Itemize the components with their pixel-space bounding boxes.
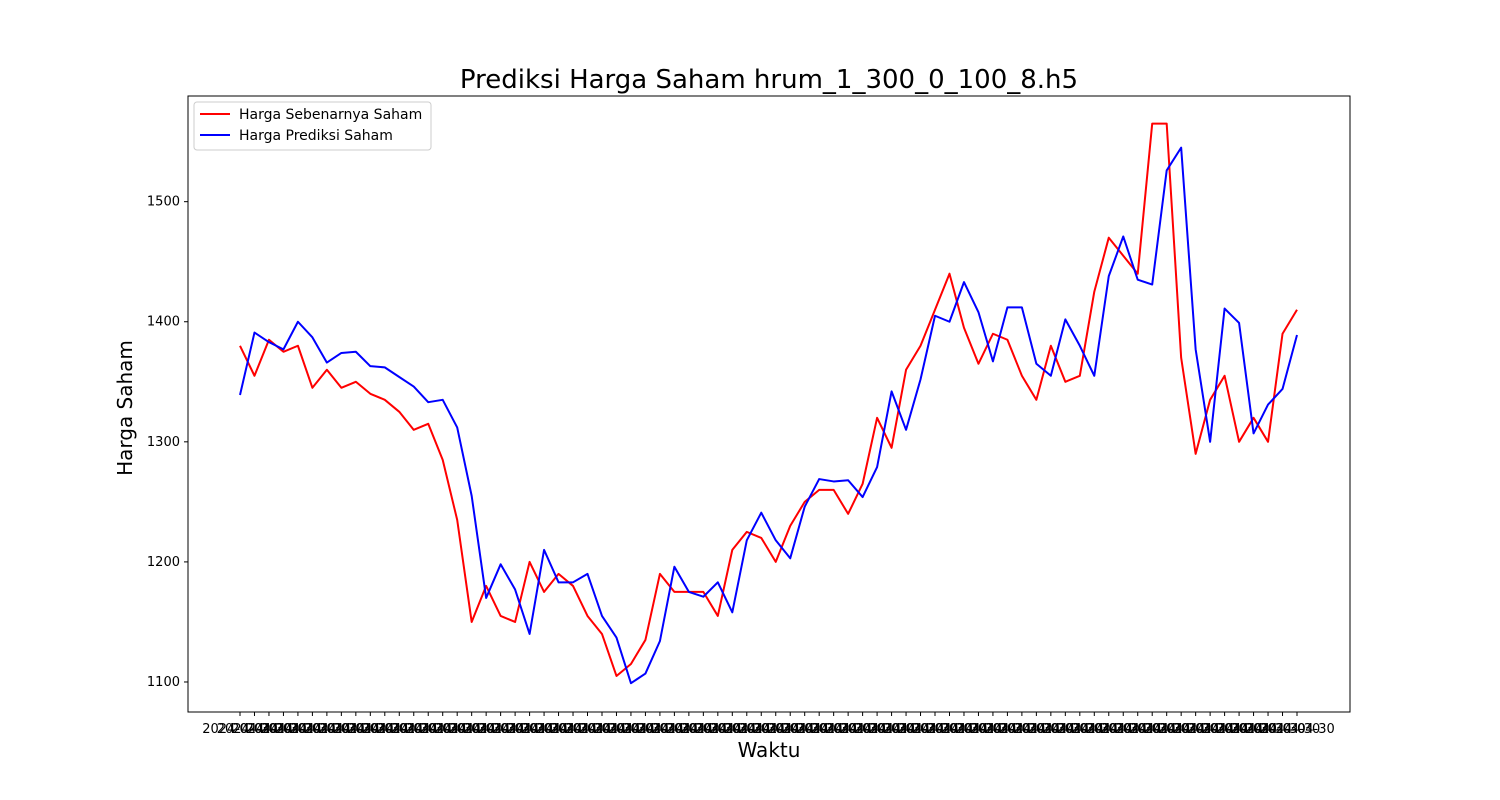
x-tick-label: 2024-04-30 bbox=[1028, 722, 1104, 737]
x-tick-label: 2024-04-30 bbox=[1114, 722, 1190, 737]
x-tick-label: 2024-04-30 bbox=[1201, 722, 1277, 737]
x-tick-label: 2024-04-30 bbox=[1158, 722, 1234, 737]
x-tick-label: 2024-04-30 bbox=[1129, 722, 1205, 737]
x-tick-label: 2024-04-30 bbox=[897, 722, 973, 737]
y-tick-label: 1100 bbox=[147, 675, 180, 690]
x-tick-label: 2024-04-30 bbox=[666, 722, 742, 737]
x-tick-label: 2024-04-30 bbox=[492, 722, 568, 737]
x-tick-label: 2024-04-30 bbox=[448, 722, 524, 737]
legend: Harga Sebenarnya Saham Harga Prediksi Sa… bbox=[193, 101, 432, 151]
x-axis-label: Waktu bbox=[738, 738, 801, 762]
x-tick-label: 2024-04-30 bbox=[637, 722, 713, 737]
x-tick-label: 2024-04-30 bbox=[738, 722, 814, 737]
x-tick-label: 2024-04-30 bbox=[970, 722, 1046, 737]
x-tick-label: 2024-04-30 bbox=[231, 722, 307, 737]
x-tick-label: 2024-04-30 bbox=[202, 722, 278, 737]
x-tick-label: 2024-04-30 bbox=[260, 722, 336, 737]
x-tick-label: 2024-04-30 bbox=[1172, 722, 1248, 737]
plot-area bbox=[187, 95, 1351, 713]
x-tick-label: 2024-04-30 bbox=[1230, 722, 1306, 737]
x-tick-label: 2024-04-30 bbox=[955, 722, 1031, 737]
x-tick-label: 2024-04-30 bbox=[839, 722, 915, 737]
x-tick-label: 2024-04-30 bbox=[767, 722, 843, 737]
x-axis: 2024-04-302024-04-302024-04-302024-04-30… bbox=[202, 712, 1335, 737]
x-tick-label: 2024-04-30 bbox=[564, 722, 640, 737]
x-tick-label: 2024-04-30 bbox=[752, 722, 828, 737]
x-tick-label: 2024-04-30 bbox=[695, 722, 771, 737]
x-tick-label: 2024-04-30 bbox=[1216, 722, 1292, 737]
x-tick-label: 2024-04-30 bbox=[796, 722, 872, 737]
legend-label-actual: Harga Sebenarnya Saham bbox=[239, 107, 422, 123]
x-tick-label: 2024-04-30 bbox=[651, 722, 727, 737]
x-tick-label: 2024-04-30 bbox=[1085, 722, 1161, 737]
chart-title: Prediksi Harga Saham hrum_1_300_0_100_8.… bbox=[460, 65, 1078, 95]
x-tick-label: 2024-04-30 bbox=[593, 722, 669, 737]
x-tick-label: 2024-04-30 bbox=[912, 722, 988, 737]
x-tick-label: 2024-04-30 bbox=[246, 722, 322, 737]
x-tick-label: 2024-04-30 bbox=[1245, 722, 1321, 737]
x-tick-label: 2024-04-30 bbox=[608, 722, 684, 737]
x-tick-label: 2024-04-30 bbox=[1071, 722, 1147, 737]
x-tick-label: 2024-04-30 bbox=[419, 722, 495, 737]
x-tick-label: 2024-04-30 bbox=[868, 722, 944, 737]
x-tick-label: 2024-04-30 bbox=[941, 722, 1017, 737]
x-tick-label: 2024-04-30 bbox=[333, 722, 409, 737]
x-tick-label: 2024-04-30 bbox=[1100, 722, 1176, 737]
y-axis: 1100 1200 1300 1400 1500 bbox=[147, 195, 188, 690]
x-tick-label: 2024-04-30 bbox=[390, 722, 466, 737]
y-tick-label: 1400 bbox=[147, 315, 180, 330]
x-tick-label: 2024-04-30 bbox=[318, 722, 394, 737]
x-tick-label: 2024-04-30 bbox=[275, 722, 351, 737]
legend-label-predicted: Harga Prediksi Saham bbox=[239, 128, 393, 144]
x-tick-label: 2024-04-30 bbox=[347, 722, 423, 737]
x-tick-label: 2024-04-30 bbox=[1042, 722, 1118, 737]
x-tick-label: 2024-04-30 bbox=[304, 722, 380, 737]
x-tick-label: 2024-04-30 bbox=[550, 722, 626, 737]
series-line-predicted bbox=[239, 146, 1298, 685]
x-tick-label: 2024-04-30 bbox=[723, 722, 799, 737]
x-tick-label: 2024-04-30 bbox=[1187, 722, 1263, 737]
y-tick-label: 1300 bbox=[147, 435, 180, 450]
x-tick-label: 2024-04-30 bbox=[1057, 722, 1133, 737]
x-tick-label: 2024-04-30 bbox=[622, 722, 698, 737]
plot-frame bbox=[187, 95, 1351, 713]
x-tick-label: 2024-04-30 bbox=[1143, 722, 1219, 737]
x-tick-label: 2024-04-30 bbox=[1013, 722, 1089, 737]
x-tick-label: 2024-04-30 bbox=[709, 722, 785, 737]
x-tick-label: 2024-04-30 bbox=[361, 722, 437, 737]
y-tick-label: 1500 bbox=[147, 195, 180, 210]
x-tick-label: 2024-04-30 bbox=[217, 722, 293, 737]
y-axis-label: Harga Saham bbox=[113, 340, 137, 476]
x-tick-label: 2024-04-30 bbox=[434, 722, 510, 737]
x-tick-label: 2024-04-30 bbox=[781, 722, 857, 737]
x-tick-label: 2024-04-30 bbox=[1259, 722, 1335, 737]
x-tick-label: 2024-04-30 bbox=[405, 722, 481, 737]
x-tick-label: 2024-04-30 bbox=[535, 722, 611, 737]
legend-box bbox=[193, 101, 432, 151]
x-tick-label: 2024-04-30 bbox=[825, 722, 901, 737]
x-tick-label: 2024-04-30 bbox=[883, 722, 959, 737]
x-tick-label: 2024-04-30 bbox=[984, 722, 1060, 737]
x-tick-label: 2024-04-30 bbox=[999, 722, 1075, 737]
x-tick-label: 2024-04-30 bbox=[506, 722, 582, 737]
x-tick-label: 2024-04-30 bbox=[477, 722, 553, 737]
x-tick-label: 2024-04-30 bbox=[289, 722, 365, 737]
x-tick-label: 2024-04-30 bbox=[680, 722, 756, 737]
series-line-actual bbox=[239, 122, 1298, 677]
x-tick-label: 2024-04-30 bbox=[810, 722, 886, 737]
x-tick-label: 2024-04-30 bbox=[463, 722, 539, 737]
x-tick-label: 2024-04-30 bbox=[579, 722, 655, 737]
y-tick-label: 1200 bbox=[147, 555, 180, 570]
x-tick-label: 2024-04-30 bbox=[521, 722, 597, 737]
x-tick-label: 2024-04-30 bbox=[926, 722, 1002, 737]
series-lines bbox=[239, 122, 1298, 685]
x-tick-label: 2024-04-30 bbox=[854, 722, 930, 737]
x-tick-label: 2024-04-30 bbox=[376, 722, 452, 737]
